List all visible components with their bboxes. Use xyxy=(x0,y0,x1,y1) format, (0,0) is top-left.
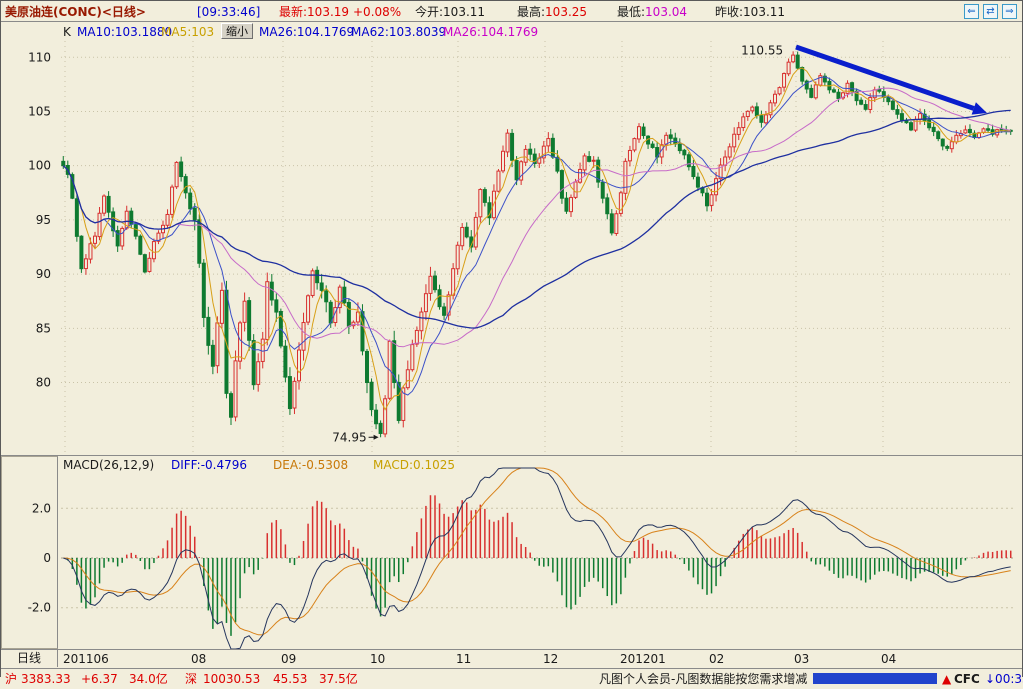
status-bar: 沪 3383.33 +6.37 34.0亿 深 10030.53 45.53 3… xyxy=(1,668,1023,689)
period-label-box[interactable]: 日线 xyxy=(1,650,58,667)
nav-swap-icon[interactable]: ⇄ xyxy=(983,4,998,19)
low-price-field: 最低:103.04 xyxy=(617,5,687,19)
brand-arrow-icon: ▲ xyxy=(942,672,952,686)
svg-text:2.0: 2.0 xyxy=(32,501,51,515)
brand-label: CFC xyxy=(954,672,980,686)
svg-text:105: 105 xyxy=(28,104,51,118)
progress-bar xyxy=(813,673,937,684)
high-price-label: 最高: xyxy=(517,5,546,19)
macd-legend-bar: MACD(26,12,9) DIFF:-0.4796 DEA:-0.5308 M… xyxy=(1,458,1022,472)
sz-index-value: 10030.53 xyxy=(203,672,261,686)
x-axis-label: 04 xyxy=(881,652,897,666)
x-axis-label: 11 xyxy=(456,652,472,666)
x-axis-label: 03 xyxy=(794,652,810,666)
ma26-value-blue: MA26:104.1769 xyxy=(259,25,355,39)
macd-panel-divider xyxy=(1,455,1022,456)
ma62-value: MA62:103.8039 xyxy=(351,25,447,39)
macd-gutter-box xyxy=(1,456,58,649)
xaxis-divider xyxy=(1,649,1022,650)
sz-index-change: 45.53 xyxy=(273,672,308,686)
svg-text:90: 90 xyxy=(36,267,51,281)
period-label: 日线 xyxy=(16,651,41,665)
nav-button-group: ⇐ ⇄ ⇒ xyxy=(964,4,1017,19)
x-axis-label: 02 xyxy=(709,652,725,666)
macd-diff-value: DIFF:-0.4796 xyxy=(171,458,248,472)
sz-index-volume: 37.5亿 xyxy=(319,672,358,686)
svg-text:74.95: 74.95 xyxy=(332,430,366,444)
sh-index-value: 3383.33 xyxy=(21,672,71,686)
svg-text:-2.0: -2.0 xyxy=(28,601,51,615)
ma5-value: MA5:103 xyxy=(161,25,215,39)
title-bar: 美原油连(CONC)<日线> [09:33:46] 最新:103.19 +0.0… xyxy=(1,1,1022,21)
x-axis-label: 10 xyxy=(370,652,386,666)
sh-index-volume: 34.0亿 xyxy=(129,672,168,686)
last-price-label: 最新: xyxy=(279,5,308,19)
sh-index-label: 沪 xyxy=(5,672,18,686)
symbol-title: 美原油连(CONC)<日线> xyxy=(5,5,146,19)
svg-text:95: 95 xyxy=(36,213,51,227)
svg-text:85: 85 xyxy=(36,321,51,335)
zoom-out-button[interactable]: 缩小 xyxy=(221,23,253,39)
x-axis-label: 09 xyxy=(281,652,297,666)
k-label: K xyxy=(63,25,71,39)
svg-text:80: 80 xyxy=(36,376,51,390)
svg-text:0: 0 xyxy=(43,551,51,565)
titlebar-divider xyxy=(1,21,1022,22)
low-price-label: 最低: xyxy=(617,5,646,19)
svg-text:110: 110 xyxy=(28,50,51,64)
x-axis-labels: 201106 08 09 10 11 12 201201 02 03 04 xyxy=(1,652,1022,667)
prev-close-field: 昨收:103.11 xyxy=(715,5,785,19)
last-price-value: 103.19 xyxy=(307,5,350,19)
low-price-value: 103.04 xyxy=(645,5,688,19)
svg-text:110.55: 110.55 xyxy=(741,43,783,57)
prev-close-value: 103.11 xyxy=(743,5,786,19)
change-percent: +0.08% xyxy=(353,5,402,19)
x-axis-label: 08 xyxy=(191,652,207,666)
sz-index-label: 深 xyxy=(185,672,198,686)
x-axis-label: 12 xyxy=(543,652,559,666)
macd-name: MACD(26,12,9) xyxy=(63,458,155,472)
high-price-field: 最高:103.25 xyxy=(517,5,587,19)
x-axis-label: 201106 xyxy=(63,652,109,666)
ma26-value-magenta: MA26:104.1769 xyxy=(443,25,539,39)
status-clock: ↓00:33 xyxy=(985,672,1023,686)
notice-text: 凡图个人会员-凡图数据能按您需求增减 xyxy=(599,672,808,686)
ma10-value: MA10:103.1880 xyxy=(77,25,173,39)
prev-close-label: 昨收: xyxy=(715,5,744,19)
nav-right-icon[interactable]: ⇒ xyxy=(1002,4,1017,19)
open-price-value: 103.11 xyxy=(443,5,486,19)
x-axis-label: 201201 xyxy=(620,652,666,666)
macd-value: MACD:0.1025 xyxy=(373,458,456,472)
ma-legend-bar: K MA10:103.1880 MA5:103 MA26:104.1769 MA… xyxy=(1,22,1022,40)
quote-time: [09:33:46] xyxy=(197,5,261,19)
open-price-field: 今开:103.11 xyxy=(415,5,485,19)
macd-dea-value: DEA:-0.5308 xyxy=(273,458,349,472)
sh-index-change: +6.37 xyxy=(81,672,118,686)
high-price-value: 103.25 xyxy=(545,5,588,19)
nav-left-icon[interactable]: ⇐ xyxy=(964,4,979,19)
last-price-field: 最新:103.19 xyxy=(279,5,349,19)
open-price-label: 今开: xyxy=(415,5,444,19)
svg-text:100: 100 xyxy=(28,159,51,173)
